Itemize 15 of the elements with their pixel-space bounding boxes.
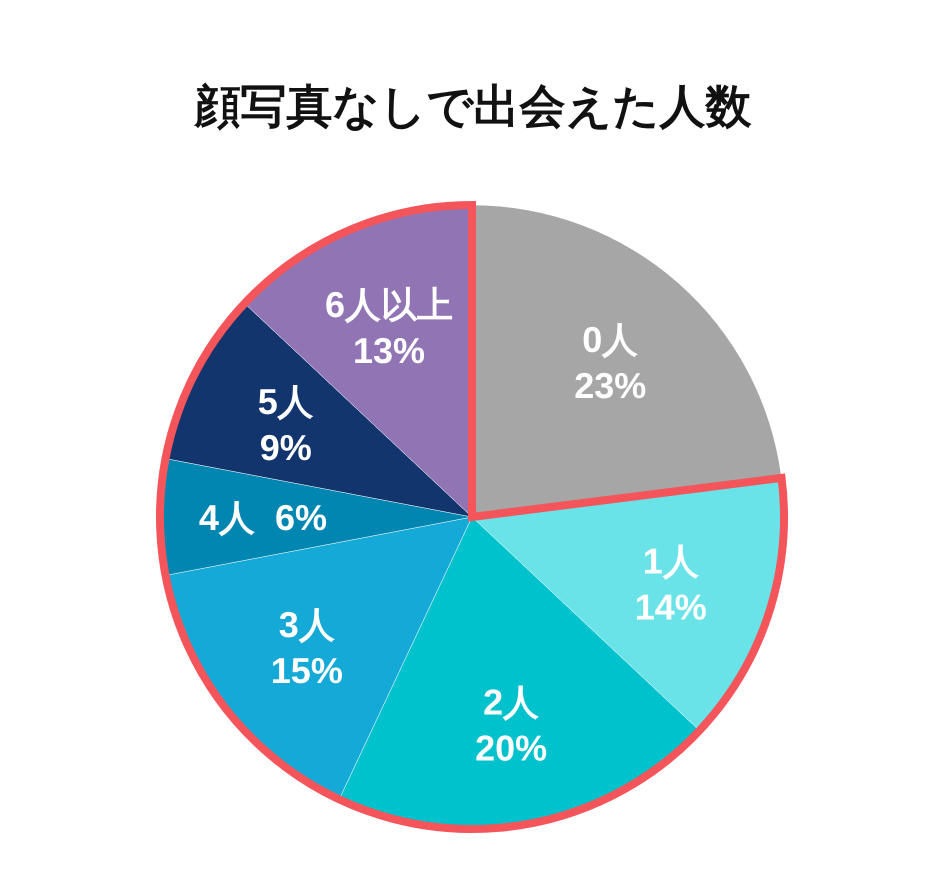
data-label: 14% xyxy=(634,586,707,628)
data-label: 20% xyxy=(475,727,548,768)
data-label: 9% xyxy=(260,427,312,468)
slice-label: 5人 xyxy=(258,381,314,422)
slice-label: 2人 xyxy=(483,681,540,722)
slice-label: 4人 xyxy=(198,497,255,538)
slice-label: 6人以上 xyxy=(324,284,453,326)
chart-title: 顔写真なしで出会えた人数 xyxy=(194,80,752,132)
data-label: 23% xyxy=(574,365,646,406)
slice-label: 3人 xyxy=(278,604,335,646)
slice-label: 0人 xyxy=(582,319,638,360)
data-label: 13% xyxy=(352,330,426,372)
slice-label: 1人 xyxy=(642,540,699,582)
data-label: 15% xyxy=(270,650,343,692)
data-label: 6% xyxy=(274,497,327,538)
